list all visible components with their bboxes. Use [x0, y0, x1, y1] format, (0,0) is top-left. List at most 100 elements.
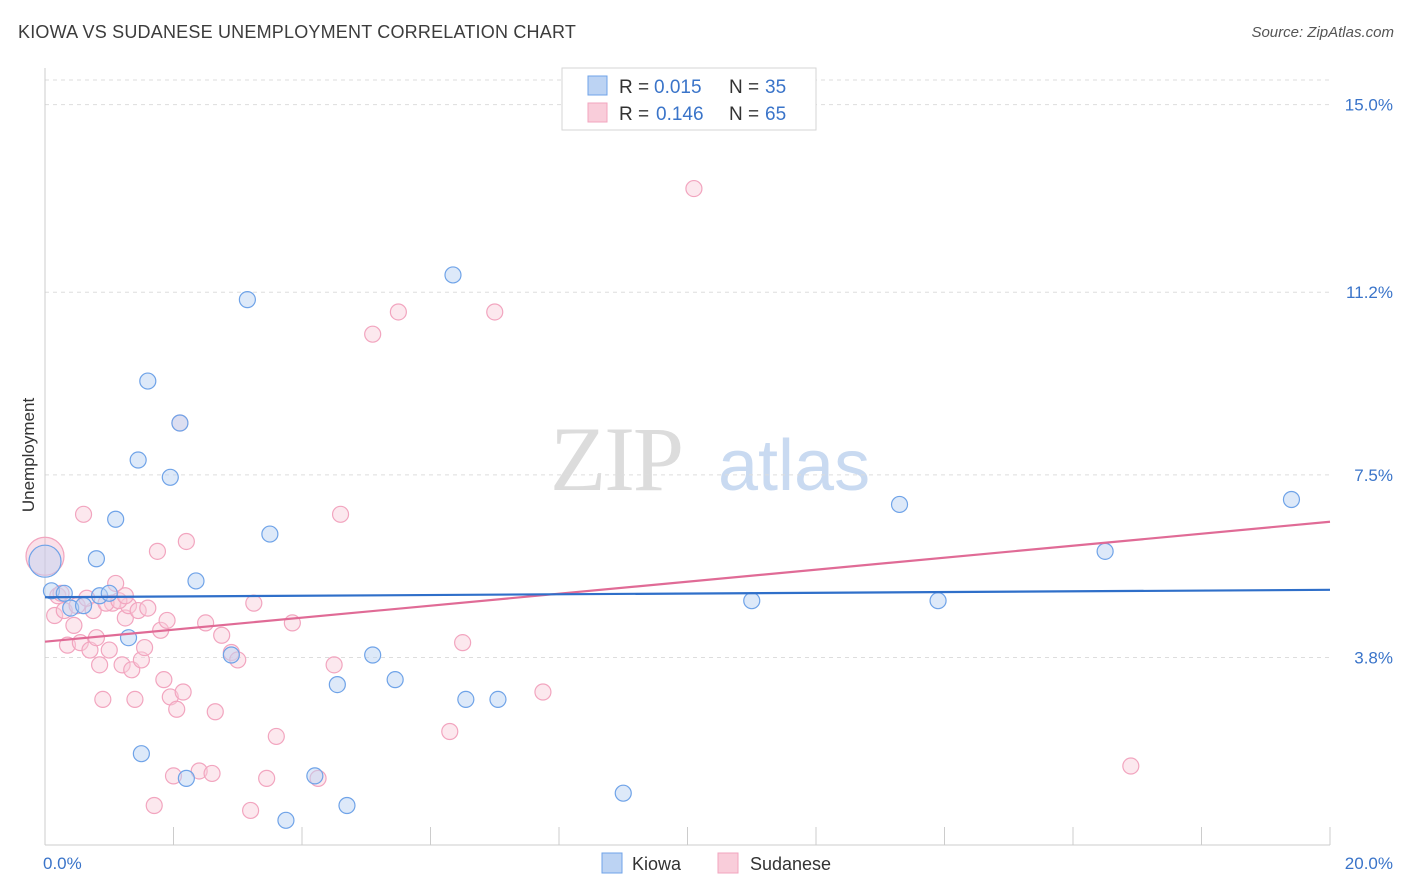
sudanese-bottom-label: Sudanese [750, 854, 831, 874]
kiowa-point [55, 584, 73, 602]
kiowa-point [161, 468, 179, 486]
sudanese-legend-swatch [587, 102, 608, 123]
sudanese-point [158, 611, 176, 630]
kiowa-point [187, 572, 205, 590]
sudanese-point [486, 303, 504, 321]
watermark-zip: ZIP [550, 408, 682, 510]
kiowa-point [489, 690, 507, 709]
sudanese-point [441, 722, 459, 741]
sudanese-point [331, 505, 350, 523]
watermark-atlas: atlas [718, 426, 870, 506]
sudanese-n-value: 65 [765, 104, 786, 125]
sudanese-point [177, 532, 195, 551]
kiowa-trend-line [44, 588, 1331, 599]
sudanese-point [325, 656, 343, 674]
kiowa-point [743, 592, 761, 610]
kiowa-bottom-label: Kiowa [632, 854, 682, 874]
y-axis-label: Unemployment [19, 398, 38, 513]
sudanese-point [190, 762, 208, 780]
x-tick-label: 0.0% [43, 854, 82, 873]
kiowa-r-value: 0.015 [654, 77, 702, 98]
kiowa-point [277, 811, 295, 829]
gridlines [45, 79, 1330, 658]
sudanese-point [155, 671, 173, 689]
kiowa-point [139, 372, 157, 390]
sudanese-point [267, 727, 285, 746]
sudanese-point [389, 303, 407, 321]
chart-title: KIOWA VS SUDANESE UNEMPLOYMENT CORRELATI… [18, 22, 577, 42]
kiowa-point [364, 646, 382, 664]
kiowa-point [28, 544, 62, 578]
sudanese-point [258, 769, 276, 787]
sudanese-bottom-swatch [717, 852, 739, 874]
kiowa-point [457, 690, 475, 709]
y-tick-label: 7.5% [1354, 466, 1393, 485]
sudanese-n-label: N = [729, 104, 759, 125]
kiowa-point [261, 525, 279, 543]
sudanese-point [174, 683, 192, 701]
sudanese-point [91, 656, 109, 674]
sudanese-point [139, 599, 157, 617]
kiowa-point [444, 266, 462, 284]
sudanese-point [113, 656, 131, 674]
trend-lines [44, 520, 1331, 643]
sudanese-point [145, 796, 163, 815]
sudanese-point [203, 764, 221, 783]
top-legend: R = 0.015 N = 35 R = 0.146 N = 65 [561, 67, 817, 131]
sudanese-point [242, 801, 260, 820]
kiowa-point [119, 629, 138, 647]
kiowa-n-value: 35 [765, 77, 786, 98]
kiowa-r-label: R = [619, 77, 649, 98]
sudanese-point [58, 636, 77, 654]
kiowa-point [614, 784, 632, 802]
kiowa-point [1096, 542, 1114, 560]
sudanese-r-value: 0.146 [656, 104, 704, 125]
sudanese-point [46, 606, 64, 625]
kiowa-point [87, 550, 106, 568]
sudanese-point [126, 690, 144, 709]
sudanese-point [197, 614, 215, 632]
kiowa-point [177, 769, 195, 787]
kiowa-point [222, 646, 240, 664]
y-axis-ticks: 3.8% 7.5% 11.2% 15.0% [1345, 96, 1393, 668]
kiowa-point [171, 414, 189, 432]
kiowa-points [28, 266, 1301, 829]
bottom-legend: Kiowa Sudanese [601, 852, 831, 874]
kiowa-point [306, 767, 324, 785]
kiowa-n-label: N = [729, 77, 759, 98]
sudanese-point [168, 700, 186, 718]
sudanese-point [364, 325, 382, 343]
kiowa-point [328, 675, 346, 694]
kiowa-point [132, 745, 150, 763]
kiowa-point [386, 671, 404, 689]
sudanese-point [454, 634, 472, 652]
kiowa-point [238, 291, 256, 309]
sudanese-r-label: R = [619, 104, 649, 125]
sudanese-point [135, 638, 154, 657]
kiowa-point [929, 592, 947, 610]
sudanese-point [148, 542, 167, 560]
kiowa-point [338, 796, 356, 815]
source-label: Source: ZipAtlas.com [1251, 24, 1394, 41]
sudanese-trend-line [44, 520, 1331, 643]
kiowa-point [890, 495, 909, 514]
sudanese-point [94, 690, 112, 709]
y-tick-label: 11.2% [1346, 283, 1393, 302]
y-tick-label: 15.0% [1345, 96, 1393, 115]
sudanese-point [685, 179, 703, 198]
axes [44, 68, 1331, 846]
kiowa-legend-swatch [587, 75, 608, 96]
sudanese-point [1122, 757, 1140, 775]
kiowa-bottom-swatch [601, 852, 623, 874]
kiowa-point [100, 584, 118, 602]
x-tick-label: 20.0% [1345, 854, 1393, 873]
kiowa-point [1282, 490, 1301, 509]
sudanese-point [213, 626, 231, 644]
kiowa-point [107, 510, 125, 528]
kiowa-point [74, 597, 93, 615]
sudanese-point [206, 703, 224, 721]
x-axis-ticks: 0.0% 20.0% [43, 854, 1393, 873]
sudanese-point [65, 616, 83, 634]
y-tick-label: 3.8% [1354, 648, 1393, 667]
